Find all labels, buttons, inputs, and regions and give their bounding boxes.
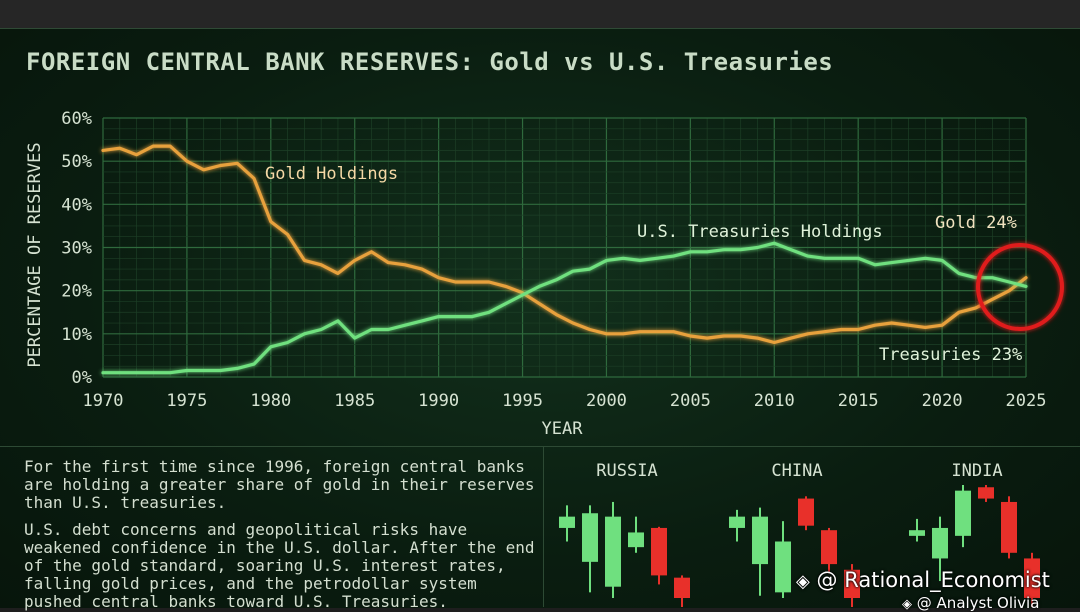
mini-charts: RUSSIA CHINA INDIA (559, 461, 1040, 607)
candle-body (798, 498, 814, 526)
treasuries-holdings-annotation: U.S. Treasuries Holdings (637, 222, 883, 242)
chart-screen (0, 28, 1080, 608)
gold-24-callout: Gold 24% (935, 213, 1017, 233)
x-tick-label: 2025 (1006, 391, 1047, 411)
candle-body (729, 516, 745, 528)
context-paragraph: U.S. debt concerns and geopolitical risk… (24, 520, 535, 611)
y-tick-label: 20% (61, 282, 92, 302)
diamond-icon: ◈ (796, 571, 810, 592)
diamond-icon: ◈ (902, 597, 912, 612)
x-axis-label: YEAR (542, 419, 584, 439)
x-tick-label: 1990 (418, 391, 459, 411)
mini-chart-label: CHINA (771, 461, 822, 481)
x-tick-label: 1970 (83, 391, 124, 411)
y-tick-labels: 0% 10% 20% 30% 40% 50% 60% (61, 109, 92, 388)
x-tick-label: 2010 (754, 391, 795, 411)
section-divider (0, 446, 1080, 447)
x-tick-label: 1985 (334, 391, 375, 411)
candle-body (932, 527, 948, 559)
watermark-primary-text: @ Rational_Economist (816, 568, 1050, 592)
y-tick-label: 50% (61, 152, 92, 172)
watermark-secondary: ◈ @ Analyst Olivia (902, 594, 1039, 612)
candle-body (674, 577, 690, 598)
top-bar (0, 0, 1080, 28)
watermark-primary: ◈ @ Rational_Economist (796, 568, 1050, 592)
candle-body (844, 569, 860, 598)
x-tick-label: 2000 (586, 391, 627, 411)
chart-grid (102, 117, 1027, 378)
candle-body (1001, 501, 1017, 553)
y-tick-label: 10% (61, 325, 92, 345)
candle-body (1024, 558, 1040, 598)
series-line-treasuries (101, 241, 1028, 375)
y-tick-label: 0% (72, 368, 92, 388)
mini-chart-label: INDIA (951, 461, 1002, 481)
x-tick-label: 2015 (838, 391, 879, 411)
highlight-circle (976, 243, 1064, 331)
watermark-secondary-text: @ Analyst Olivia (916, 594, 1040, 612)
candle-body (909, 530, 925, 536)
candle-body (955, 490, 971, 536)
text-divider (543, 447, 544, 607)
x-tick-label: 1995 (502, 391, 543, 411)
y-tick-label: 30% (61, 239, 92, 259)
candle-body (628, 532, 644, 548)
y-axis-label: PERCENTAGE OF RESERVES (25, 142, 45, 367)
candle-body (559, 516, 575, 528)
y-tick-label: 40% (61, 195, 92, 215)
x-tick-label: 2020 (922, 391, 963, 411)
candle-body (775, 541, 791, 593)
candle-body (752, 516, 768, 565)
mini-chart-label: RUSSIA (596, 461, 657, 481)
series-lines (101, 144, 1028, 375)
candle-body (605, 516, 621, 587)
candle-body (582, 513, 598, 562)
x-tick-label: 1980 (250, 391, 291, 411)
treasuries-23-callout: Treasuries 23% (879, 345, 1022, 365)
series-line-gold (101, 144, 1028, 345)
y-tick-label: 60% (61, 109, 92, 129)
chart-title: FOREIGN CENTRAL BANK RESERVES: Gold vs U… (26, 48, 834, 76)
intro-paragraph: For the first time since 1996, foreign c… (24, 457, 535, 512)
candle-body (821, 530, 837, 565)
gold-holdings-annotation: Gold Holdings (265, 164, 398, 184)
x-tick-labels: 1970 1975 1980 1985 1990 1995 2000 2005 2010 2015… (83, 391, 1047, 411)
candle-body (651, 527, 667, 576)
candle-body (978, 487, 994, 499)
x-tick-label: 1975 (166, 391, 207, 411)
x-tick-label: 2005 (670, 391, 711, 411)
